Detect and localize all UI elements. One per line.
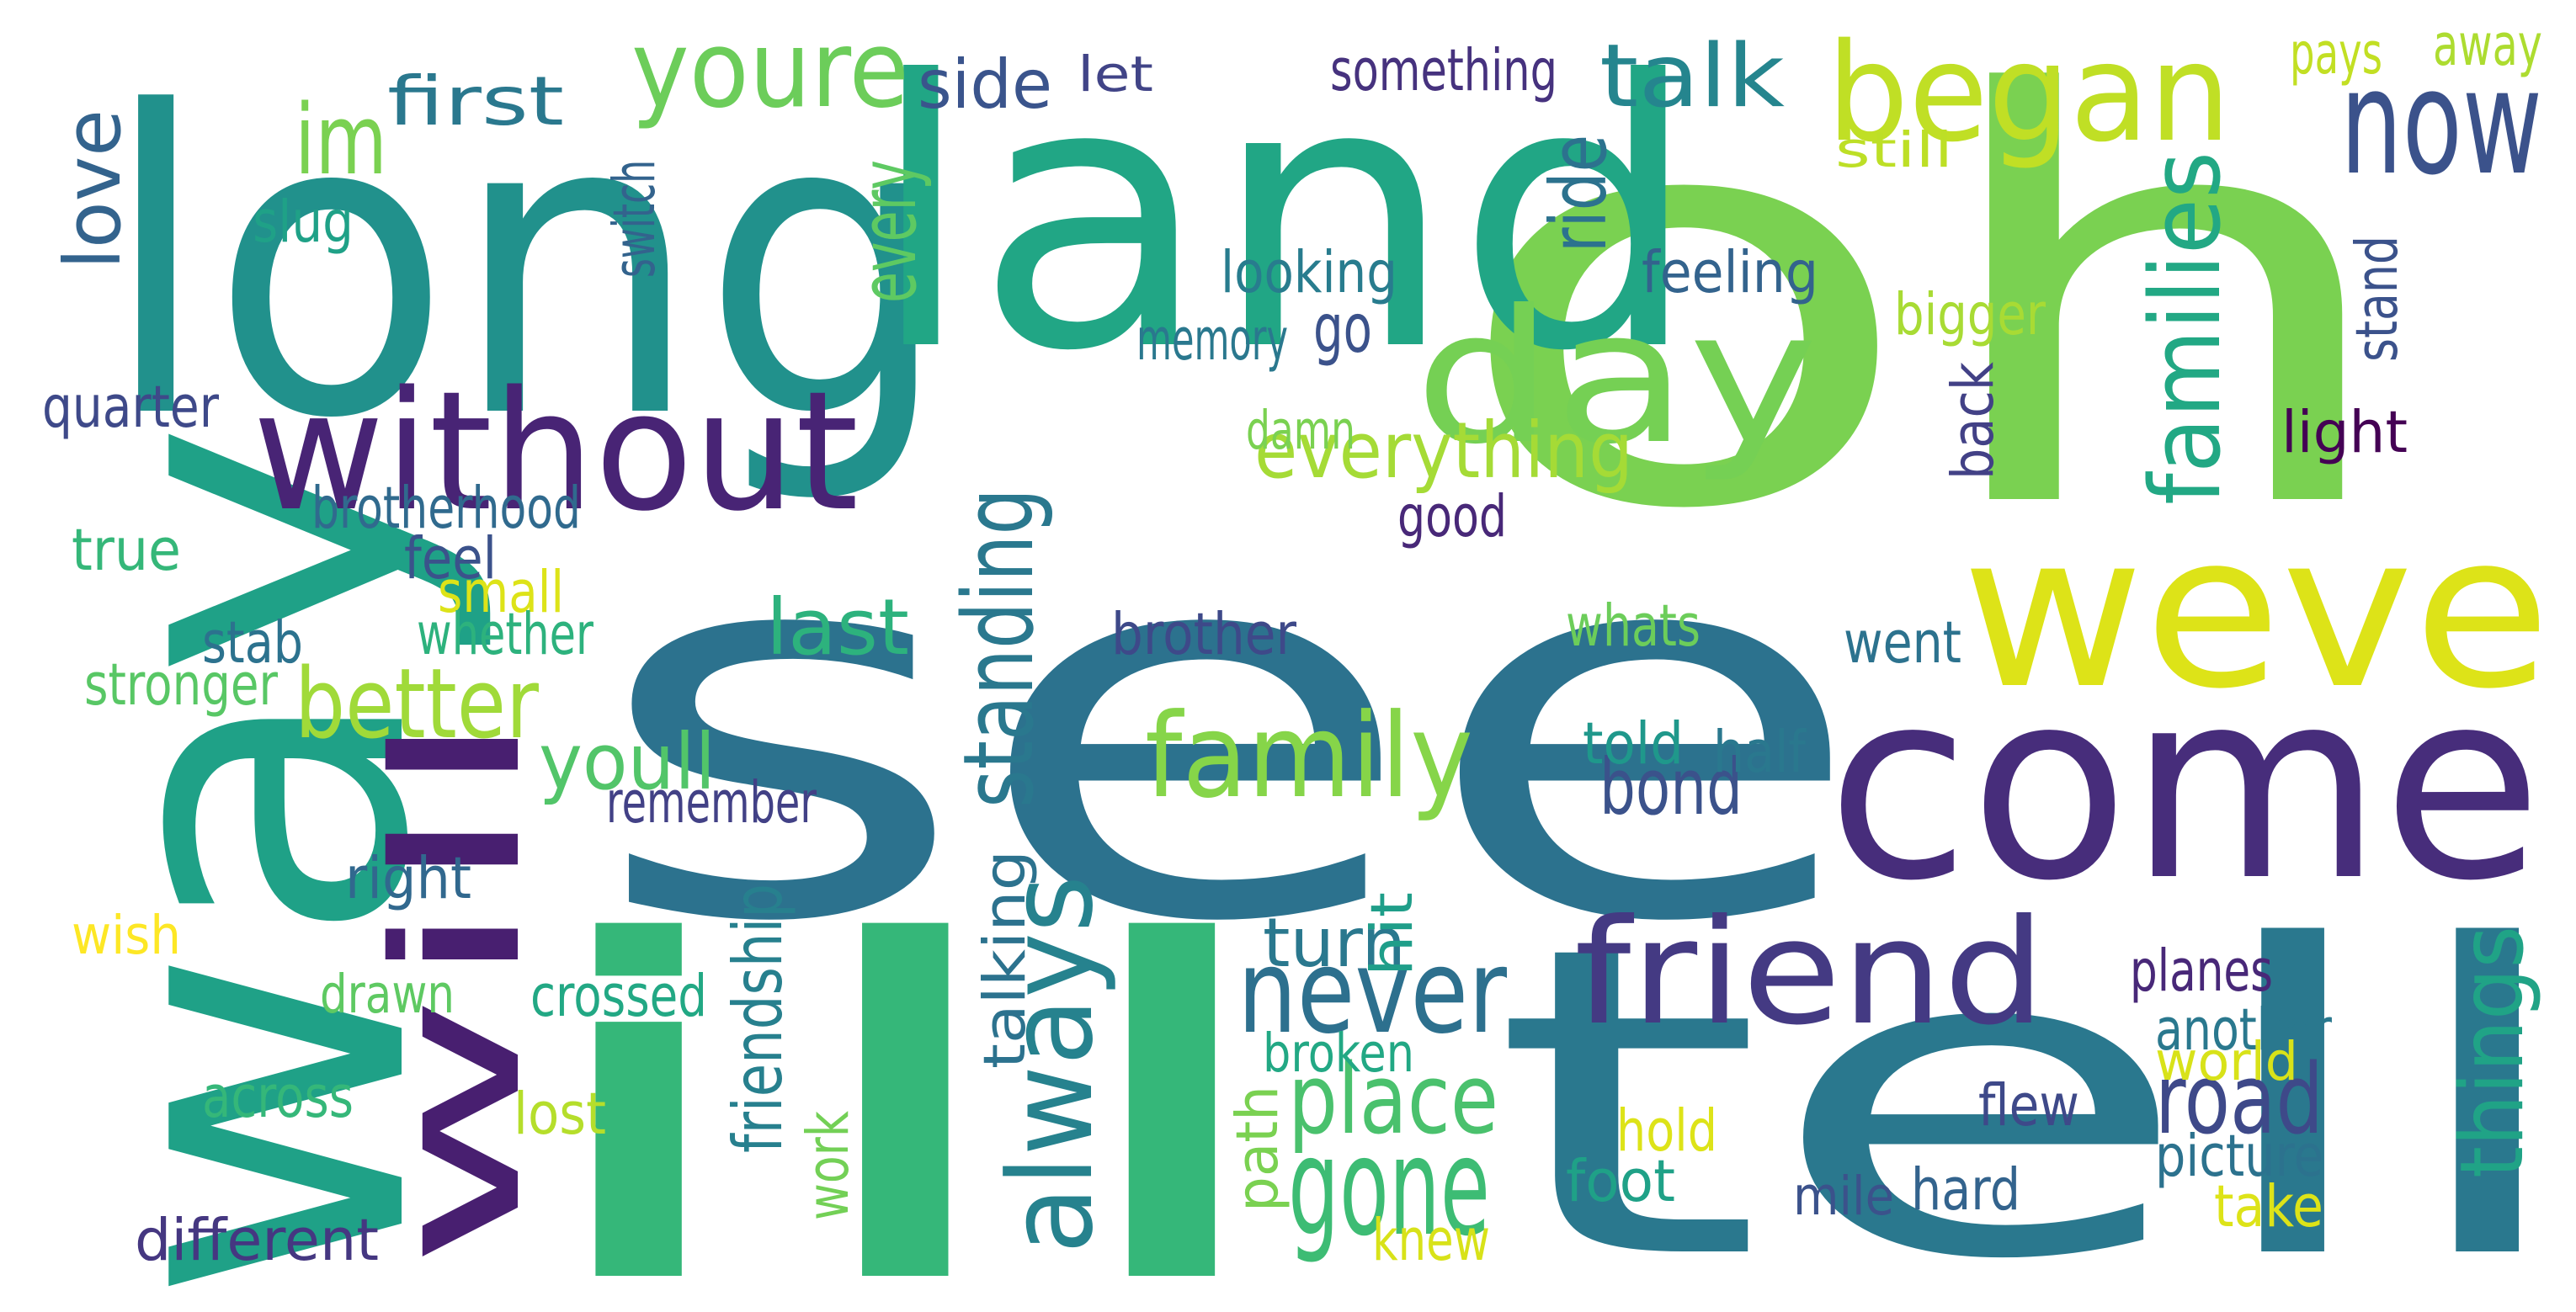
word-see: see	[589, 428, 1869, 1036]
word-foot: foot	[1566, 1148, 1675, 1215]
word-flew: flew	[1978, 1072, 2079, 1139]
word-true: true	[72, 517, 181, 584]
word-work: work	[795, 1111, 862, 1220]
word-wish: wish	[72, 904, 181, 966]
word-family: family	[1145, 688, 1473, 824]
word-better: better	[295, 648, 539, 761]
word-bond: bond	[1599, 742, 1743, 832]
word-families: families	[2130, 151, 2243, 505]
word-whats: whats	[1566, 592, 1700, 660]
word-told: told	[1583, 710, 1684, 778]
word-tell: tell	[1490, 857, 2576, 1312]
word-turn: turn	[1263, 903, 1406, 982]
word-youll: youll	[539, 717, 716, 807]
word-brotherhood: brotherhood	[311, 475, 581, 542]
word-hold: hold	[1616, 1097, 1717, 1165]
word-feel: feel	[404, 525, 497, 592]
word-first: first	[387, 61, 564, 141]
word-different: different	[135, 1207, 379, 1274]
word-good: good	[1397, 483, 1507, 550]
word-friendship: friendship	[718, 884, 797, 1153]
word-small: small	[438, 559, 564, 626]
word-damn: damn	[1246, 399, 1355, 461]
word-ill: ill	[505, 846, 1305, 1312]
word-another: another	[2155, 996, 2332, 1064]
word-world: world	[2155, 1030, 2298, 1092]
word-half: half	[1713, 719, 1806, 786]
word-quarter: quarter	[42, 374, 219, 441]
word-come: come	[1827, 635, 2542, 938]
word-day: day	[1414, 270, 1818, 485]
word-go: go	[1313, 289, 1372, 368]
word-oh: oh	[1448, 0, 2408, 632]
word-weve: weve	[1961, 487, 2551, 736]
word-remember: remember	[606, 769, 817, 837]
word-land: land	[867, 3, 1700, 432]
word-im: im	[295, 84, 387, 197]
word-last: last	[766, 582, 909, 672]
word-broken: broken	[1263, 1022, 1414, 1084]
word-let: let	[1078, 46, 1153, 103]
word-drawn: drawn	[320, 963, 455, 1025]
word-every: every	[844, 160, 934, 303]
word-something: something	[1330, 37, 1557, 104]
word-went: went	[1844, 609, 1961, 677]
word-still: still	[1835, 122, 1953, 178]
word-stab: stab	[202, 609, 303, 677]
word-away: away	[2433, 12, 2542, 79]
word-place: place	[1288, 1044, 1498, 1156]
word-memory: memory	[1136, 306, 1288, 374]
word-knew: knew	[1372, 1207, 1490, 1274]
word-back: back	[1940, 362, 2007, 480]
word-light: light	[2281, 399, 2408, 466]
word-youre: youre	[631, 8, 909, 131]
word-ride: ride	[1534, 135, 1624, 252]
word-pays: pays	[2290, 20, 2382, 88]
word-bigger: bigger	[1894, 281, 2046, 348]
word-love: love	[48, 109, 138, 269]
word-take: take	[2214, 1173, 2323, 1240]
word-whether: whether	[417, 601, 593, 668]
word-planes: planes	[2130, 938, 2273, 1005]
word-long: long	[101, 24, 951, 509]
word-mile: mile	[1793, 1165, 1894, 1227]
word-hard: hard	[1911, 1156, 2020, 1224]
word-things: things	[2442, 926, 2543, 1178]
word-road: road	[2155, 1044, 2323, 1156]
word-looking: looking	[1221, 239, 1397, 306]
word-across: across	[202, 1064, 354, 1131]
word-feeling: feeling	[1642, 239, 1818, 306]
word-stronger: stronger	[84, 651, 278, 719]
word-standing: standing	[943, 488, 1056, 808]
word-brother: brother	[1111, 601, 1296, 668]
word-path: path	[1224, 1086, 1291, 1212]
word-gone: gone	[1288, 1108, 1490, 1266]
word-talking: talking	[971, 850, 1039, 1069]
word-slug: slug	[253, 189, 354, 256]
word-began: began	[1827, 14, 2231, 172]
word-lost: lost	[514, 1081, 606, 1148]
word-picture: picture	[2155, 1123, 2323, 1190]
word-switch: switch	[601, 160, 668, 278]
word-right: right	[345, 845, 471, 912]
word-crossed: crossed	[530, 963, 707, 1030]
word-hit: hit	[1359, 892, 1426, 976]
word-now: now	[2340, 38, 2542, 207]
word-never: never	[1237, 924, 1507, 1060]
word-friend: friend	[1574, 888, 2046, 1057]
word-everything: everything	[1254, 406, 1633, 496]
word-without: without	[253, 357, 859, 548]
word-talk: talk	[1599, 26, 1785, 127]
word-side: side	[918, 45, 1052, 124]
word-stand: stand	[2344, 236, 2411, 362]
